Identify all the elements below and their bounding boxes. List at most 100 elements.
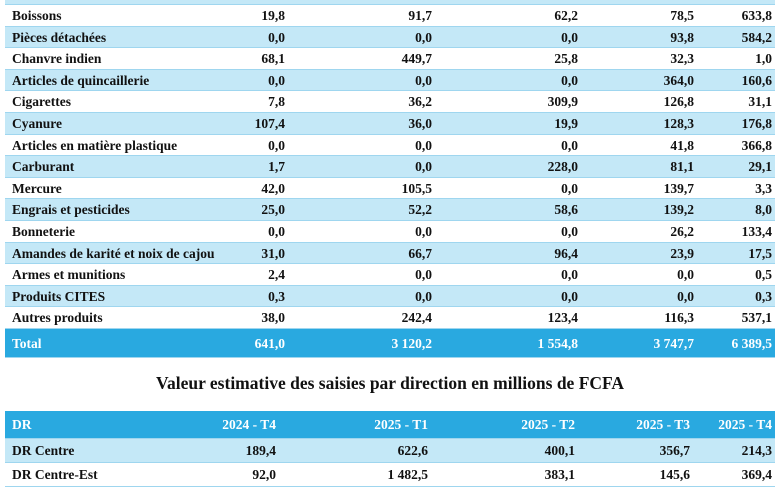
cell-value: 0,5 [755,267,772,283]
cell-value: 128,3 [663,116,694,131]
cell-value: 0,0 [415,159,432,175]
cell-value: 1 554,8 [537,336,579,351]
cell-value: 81,1 [670,159,694,175]
cell-value: 25,8 [554,51,578,67]
cell-value: 133,4 [741,224,772,239]
table-row: Armes et munitions 2,4 0,0 0,0 0,0 0,5 [5,264,775,286]
cell-value: 0,0 [561,288,578,304]
cell-value: 68,1 [261,51,285,67]
cell-value: 3 120,2 [391,336,433,351]
cell-value: 107,4 [254,116,285,131]
cell-value: 214,3 [741,443,772,458]
table-row: DR 2024 - T4 2025 - T1 2025 - T2 2025 - T3 20… [5,411,775,439]
cell-value: 1,7 [268,159,285,175]
cell-value: 1,0 [755,51,772,67]
cell-value: 52,2 [408,202,432,218]
row-label: Produits CITES [12,288,106,304]
cell-value: 0,3 [268,288,285,304]
cell-value: 58,6 [554,202,578,218]
cell-value: 641,0 [254,336,285,351]
table-row: DR Centre-Est 92,0 1 482,5 383,1 145,6 369,4 [5,463,775,487]
table-row: Cyanure 107,4 36,0 19,9 128,3 176,8 [5,113,775,135]
cell-value: 96,4 [554,245,578,261]
row-label: Cyanure [12,116,63,131]
row-label: Carburant [12,159,75,175]
table-row: Articles de quincaillerie 0,0 0,0 0,0 364,0 1… [5,69,775,92]
table-row: Boissons 19,8 91,7 62,2 78,5 633,8 [5,5,775,27]
row-label: Chanvre indien [12,51,102,67]
row-label: Bonneterie [12,224,75,239]
table-row: Bonneterie 0,0 0,0 0,0 26,2 133,4 [5,221,775,243]
table-row: Amandes de karité et noix de cajou 31,0 66… [5,242,775,265]
cell-value: 139,7 [663,180,694,196]
row-label: DR Centre [12,443,75,458]
cut-row [5,0,775,5]
cell-value: 19,8 [261,8,285,23]
table-row: Produits CITES 0,3 0,0 0,0 0,0 0,3 [5,285,775,308]
table-row: Articles en matière plastique 0,0 0,0 0,0 41… [5,134,775,157]
cell-value: 356,7 [659,443,690,458]
cell-value: 0,0 [268,72,285,88]
cell-value: 633,8 [741,8,772,23]
cell-value: 36,0 [408,116,432,131]
cell-value: 105,5 [401,180,432,196]
cell-value: 369,4 [741,467,772,482]
row-label: Articles en matière plastique [12,137,178,153]
row-label: Total [12,336,42,351]
cell-value: 0,0 [677,288,694,304]
cell-value: 3,3 [755,180,772,196]
cell-value: 32,3 [670,51,694,67]
cell-value: 23,9 [670,245,694,261]
cell-value: 0,0 [561,137,578,153]
cell-value: 228,0 [547,159,578,175]
cell-value: 139,2 [663,202,694,218]
cell-value: 0,0 [415,72,432,88]
caption: Valeur estimative des saisies par direct… [155,373,625,393]
cell-value: 0,0 [561,72,578,88]
cell-value: 0,0 [561,180,578,196]
cell-value: 160,6 [741,72,772,88]
cell-value: 42,0 [261,180,285,196]
cell-value: 19,9 [554,116,578,131]
table-row: Chanvre indien 68,1 449,7 25,8 32,3 1,0 [5,48,775,70]
cell-value: 2024 - T4 [222,417,276,432]
cell-value: 0,0 [268,224,285,239]
cell-value: 17,5 [748,245,772,261]
cell-value: 0,0 [677,267,694,283]
cell-value: 78,5 [670,8,694,23]
cell-value: 0,0 [561,29,578,45]
cell-value: 400,1 [544,443,575,458]
row-label: Armes et munitions [12,267,126,283]
row-label: DR [12,417,32,432]
table-row: Mercure 42,0 105,5 0,0 139,7 3,3 [5,177,775,200]
cell-value: 1 482,5 [387,467,429,482]
page: Valeur estimative des saisies par direct… [5,0,775,487]
cell-value: 189,4 [245,443,276,458]
cell-value: 145,6 [659,467,690,482]
cell-value: 31,0 [261,245,285,261]
cell-value: 309,9 [547,94,578,110]
cell-value: 116,3 [664,310,694,326]
cell-value: 364,0 [663,72,694,88]
cell-value: 8,0 [755,202,772,218]
cell-value: 449,7 [401,51,432,67]
cell-value: 2025 - T3 [636,417,690,432]
cell-value: 66,7 [408,245,432,261]
cell-value: 7,8 [268,94,285,110]
cell-value: 383,1 [544,467,575,482]
cell-value: 0,0 [561,224,578,239]
cell-value: 126,8 [663,94,694,110]
cell-value: 31,1 [748,94,772,110]
table-row: Engrais et pesticides 25,0 52,2 58,6 139,2 8,… [5,199,775,221]
cell-value: 41,8 [670,137,694,153]
cell-value: 622,6 [397,443,428,458]
row-label: DR Centre-Est [12,467,98,482]
row-label: Pièces détachées [12,29,107,45]
table-row: Cigarettes 7,8 36,2 309,9 126,8 31,1 [5,91,775,113]
cell-value: 584,2 [741,29,772,45]
cell-value: 0,3 [755,288,772,304]
cell-value: 93,8 [670,29,694,45]
cell-value: 25,0 [261,202,285,218]
row-label: Engrais et pesticides [12,202,130,218]
cell-value: 176,8 [741,116,772,131]
